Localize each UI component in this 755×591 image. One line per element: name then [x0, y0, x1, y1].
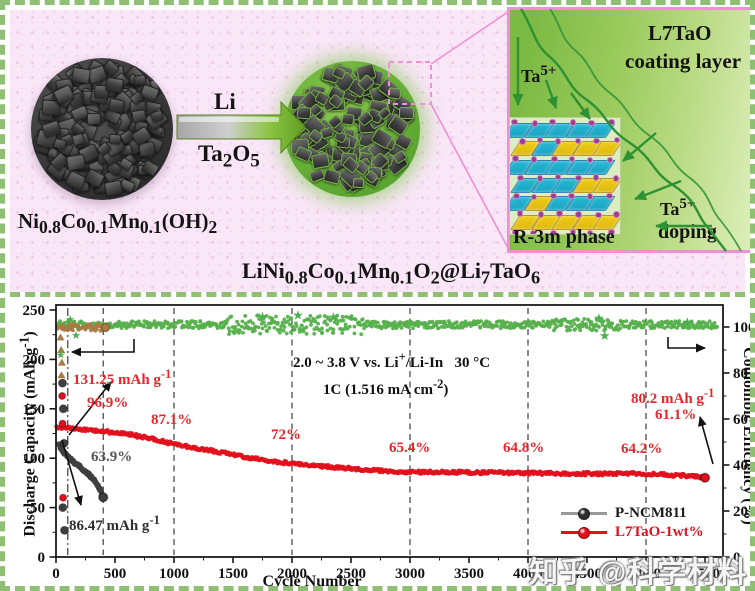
precursor-formula-label: Ni0.8Co0.1Mn0.1(OH)2 [18, 209, 218, 238]
crystal-atom-dot [537, 211, 545, 218]
crystal-atom-dot [511, 118, 518, 126]
crystal-atom-dot [575, 211, 582, 218]
crystal-atom-dot [550, 192, 557, 200]
crystal-atom-dot [554, 138, 562, 145]
particle-cube [107, 97, 125, 113]
crystal-atom-dot [512, 155, 519, 162]
crystal-atom-dot [586, 156, 594, 164]
reaction-reagent-li-label: Li [214, 89, 236, 114]
crystal-atom-dot [517, 174, 524, 181]
crystal-atom-dot [569, 119, 577, 126]
crystal-atom-dot [613, 211, 620, 218]
crystal-atom-dot [513, 192, 520, 200]
crystal-atom-dot [536, 175, 544, 182]
ta-doping-top-label: Ta5+ [521, 63, 557, 86]
particle-cube [86, 112, 101, 125]
particle-cube [104, 76, 124, 94]
particle-cube [130, 109, 147, 124]
crystal-atom-dot [593, 137, 600, 145]
panel-divider [10, 292, 745, 297]
particle-cube [66, 153, 87, 171]
crystal-atom-dot [606, 192, 613, 200]
crystal-structure-image [509, 117, 621, 235]
watermark: 知乎 @科学材料站 [529, 557, 748, 589]
particle-cube [108, 133, 122, 146]
crystal-atom-dot [519, 138, 526, 145]
particle-cube [310, 152, 330, 170]
inset-title-line1: L7TaO [648, 21, 712, 45]
particle-cube [103, 179, 123, 197]
crystal-atom-dot [556, 210, 563, 217]
particle-cube [386, 87, 402, 101]
crystal-atom-dot [549, 118, 556, 126]
reaction-reagent-ta2o5-label: Ta2O5 [198, 141, 260, 172]
doping-label: doping [658, 221, 717, 243]
crystal-atom-dot [575, 174, 582, 182]
crystal-atom-dot [588, 119, 595, 127]
crystal-atom-dot [568, 192, 575, 200]
precursor-particle-image [31, 58, 173, 200]
ta-doping-right-label: Ta5+ [660, 196, 696, 219]
crystal-atom-dot [608, 118, 615, 126]
crystal-atom-dot [516, 210, 524, 217]
crystal-atom-dot [595, 211, 602, 219]
crystal-atom-dot [512, 229, 519, 234]
particle-cube [353, 177, 365, 188]
coated-particle-image [284, 61, 420, 197]
particle-cube [341, 113, 355, 126]
particle-cube [296, 106, 312, 120]
product-formula-label: LiNi0.8Co0.1Mn0.1O2@Li7TaO6 [242, 258, 541, 288]
crystal-atom-dot [612, 175, 620, 182]
crystal-atom-dot [531, 120, 539, 127]
inset-title-line2: coating layer [625, 49, 742, 73]
crystal-atom-dot [592, 174, 600, 181]
particle-cube [53, 137, 67, 150]
chart-panel [10, 297, 745, 586]
crystal-atom-dot [586, 193, 594, 200]
particle-cube [132, 73, 147, 87]
phase-label: R-3m phase [513, 226, 615, 248]
